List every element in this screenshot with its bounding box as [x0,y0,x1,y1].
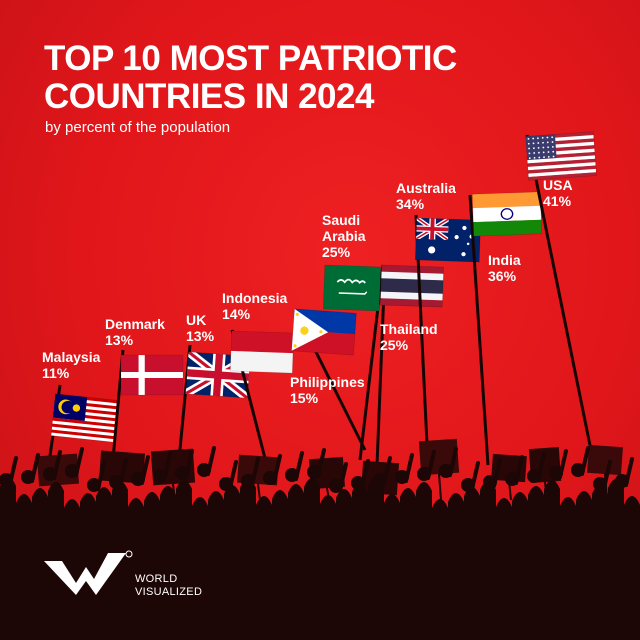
page-title: TOP 10 MOST PATRIOTIC COUNTRIES IN 2024 [44,40,457,116]
value-label-denmark: 13% [105,332,134,348]
crowd-silhouette [0,438,640,640]
flag-mark-denmark [110,349,184,471]
flag-usa [525,131,597,181]
brand-line-2: VISUALIZED [135,586,203,598]
flag-mark-philippines [291,308,367,451]
category-label-thailand: Thailand [380,321,438,337]
flag-mark-malaysia [46,384,120,471]
flag-malaysia [50,393,120,443]
category-label-indonesia: Indonesia [222,290,288,306]
title-line-1: TOP 10 MOST PATRIOTIC [44,39,457,78]
value-label-saudi-arabia: 25% [322,244,351,260]
flag-mark-india [468,191,543,466]
category-label-saudi-arabia: Arabia [322,228,366,244]
flag-saudi-arabia [322,264,382,312]
value-label-indonesia: 14% [222,306,251,322]
category-label-india: India [488,252,521,268]
value-label-india: 36% [488,268,517,284]
category-label-malaysia: Malaysia [42,349,101,365]
category-label-usa: USA [543,177,573,193]
category-label-australia: Australia [396,180,456,196]
label-layer: Malaysia11%Denmark13%UK13%Indonesia14%Ph… [42,177,573,406]
flag-layer [46,131,597,471]
subtitle: by percent of the population [45,119,231,136]
category-label-uk: UK [186,312,206,328]
value-label-philippines: 15% [290,390,319,406]
flag-australia [414,217,482,263]
flag-mark-australia [414,214,482,466]
flag-thailand [380,264,444,308]
value-label-malaysia: 11% [42,365,70,381]
value-label-uk: 13% [186,328,215,344]
flag-denmark [120,354,184,396]
category-label-denmark: Denmark [105,316,165,332]
flag-mark-indonesia [230,329,294,471]
flag-mark-thailand [375,264,444,466]
flag-pole-india [468,194,490,466]
value-label-usa: 41% [543,193,572,209]
value-label-australia: 34% [396,196,425,212]
flag-mark-usa [525,131,597,466]
flag-mark-saudi-arabia [322,264,385,461]
flag-philippines [291,308,357,356]
category-label-saudi-arabia: Saudi [322,212,360,228]
flag-pole-usa [525,134,596,466]
brand-name: WORLD VISUALIZED [135,573,202,599]
category-label-philippines: Philippines [290,374,365,390]
value-label-thailand: 25% [380,337,409,353]
flag-indonesia [230,330,294,374]
world-visualized-logo-icon [44,550,133,595]
title-line-2: COUNTRIES IN 2024 [44,77,374,116]
brand-line-1: WORLD [135,573,178,585]
flag-india [471,191,543,237]
